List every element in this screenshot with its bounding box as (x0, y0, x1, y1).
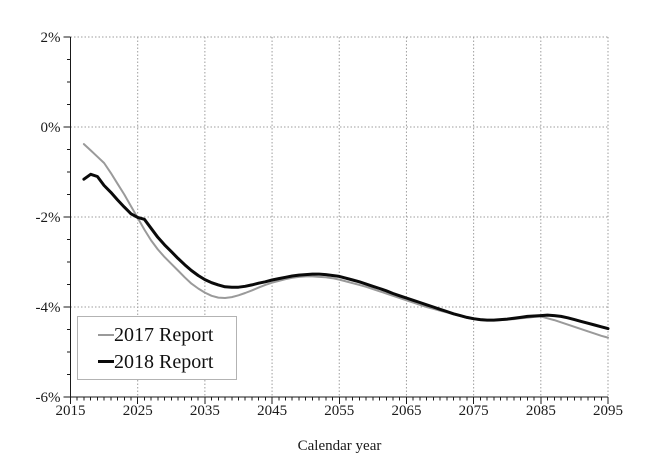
legend-item-2017-report: 2017 Report (98, 325, 236, 345)
x-tick-label: 2045 (257, 403, 287, 419)
y-tick-label: -6% (36, 390, 61, 406)
y-tick-label: -4% (36, 300, 61, 316)
legend-label-2017-report: 2017 Report (114, 323, 214, 346)
legend: 2017 Report 2018 Report (77, 316, 237, 380)
x-tick-label: 2055 (324, 403, 354, 419)
legend-swatch-2017-report (98, 333, 114, 336)
x-tick-label: 2075 (459, 403, 489, 419)
x-tick-label: 2095 (593, 403, 623, 419)
x-axis-title: Calendar year (297, 438, 382, 454)
legend-label-2018-report: 2018 Report (114, 350, 214, 373)
series-line-2018-report (82, 172, 610, 331)
x-tick-label: 2065 (391, 403, 421, 419)
legend-item-2018-report: 2018 Report (98, 352, 236, 372)
x-tick-label: 2025 (123, 403, 153, 419)
y-tick-label: 0% (41, 120, 61, 136)
x-tick-label: 2085 (526, 403, 556, 419)
legend-swatch-2018-report (98, 360, 114, 363)
x-tick-label: 2035 (190, 403, 220, 419)
x-tick-label: 2015 (56, 403, 86, 419)
y-tick-label: -2% (36, 210, 61, 226)
y-tick-label: 2% (41, 30, 61, 46)
